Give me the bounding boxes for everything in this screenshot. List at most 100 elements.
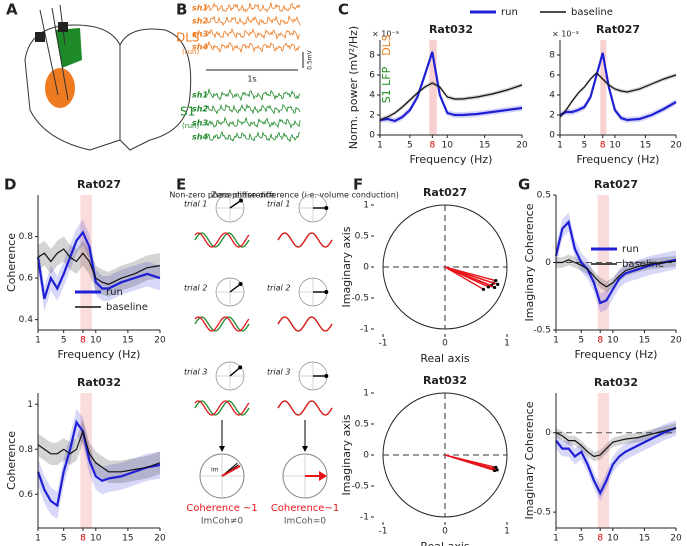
highlight-band xyxy=(597,393,610,528)
y-tick-label: 0.6 xyxy=(19,274,34,284)
e-left-note: ImCoh≠0 xyxy=(201,517,243,527)
sine-wave xyxy=(277,316,333,332)
arrow-head xyxy=(324,374,329,378)
x-tick-label: 10 xyxy=(609,141,621,151)
channel-label: sh3 xyxy=(192,30,208,39)
x-tick-label: -1 xyxy=(379,527,388,537)
series-line xyxy=(554,219,677,305)
y-tick-label: 0 xyxy=(363,263,369,273)
channel-label: sh2 xyxy=(192,17,208,26)
e-right-note: ImCoh=0 xyxy=(284,517,326,527)
series-line xyxy=(37,429,161,473)
x-tick-label: 15 xyxy=(639,534,650,544)
y-tick-label: 4 xyxy=(369,91,375,101)
y-tick-label: 8 xyxy=(549,51,555,61)
chart-title: Rat032 xyxy=(429,23,473,36)
e-im-label: Im xyxy=(211,467,219,474)
chart-title: Rat032 xyxy=(77,376,121,389)
x-axis-label: Frequency (Hz) xyxy=(410,153,493,166)
time-scale: 1s xyxy=(247,75,256,84)
y-tick-label: 6 xyxy=(369,71,375,81)
x-tick-label: 10 xyxy=(607,534,619,544)
dls-note: (run) xyxy=(182,48,199,56)
x-tick-label: -1 xyxy=(379,339,388,349)
channel-label: sh1 xyxy=(192,91,208,100)
e-right-result: Coherence~1 xyxy=(271,503,339,514)
y-tick-label: 1 xyxy=(363,201,369,211)
lfp-trace xyxy=(205,87,301,102)
y-axis-label: Imaginary Coherence xyxy=(523,203,536,321)
error-band xyxy=(556,254,676,293)
lfp-trace xyxy=(205,103,301,115)
chart-title: Rat027 xyxy=(596,23,640,36)
arrow-head xyxy=(238,365,243,370)
y-axis-label: Coherence xyxy=(5,233,18,292)
x-tick-label: 15 xyxy=(122,534,133,544)
x-tick-label: 8 xyxy=(597,336,603,346)
error-band xyxy=(556,423,676,462)
phase-vector xyxy=(444,266,484,290)
vector-tip xyxy=(494,465,498,469)
x-tick-label: 5 xyxy=(61,534,67,544)
sine-wave xyxy=(194,232,250,248)
chart-title: Rat032 xyxy=(423,374,467,387)
s1-note: (run) xyxy=(182,122,199,130)
series-line xyxy=(555,427,677,458)
y-tick-label: 2 xyxy=(369,111,375,121)
s1-label: S1 xyxy=(180,105,195,119)
panel-letter: C xyxy=(338,1,349,19)
mean-arrow-head xyxy=(319,471,327,481)
x-tick-label: 8 xyxy=(80,534,86,544)
highlight-band xyxy=(600,40,607,135)
highlight-band xyxy=(597,195,610,330)
series-line xyxy=(379,82,523,121)
y-tick-label: 0.5 xyxy=(537,191,551,201)
x-tick-label: 10 xyxy=(90,534,102,544)
lfp-trace xyxy=(205,1,301,13)
channel-label: sh4 xyxy=(192,43,208,52)
x-tick-label: 8 xyxy=(80,336,86,346)
vector-tip xyxy=(481,287,486,291)
x-axis-label: Frequency (Hz) xyxy=(577,153,660,166)
y-tick-label: 0.6 xyxy=(19,490,34,500)
chart-title: Rat027 xyxy=(594,178,638,191)
x-axis-label: Real axis xyxy=(420,540,470,546)
vector-tip xyxy=(495,468,499,472)
y-tick-label: 4 xyxy=(549,91,555,101)
phase-arrow xyxy=(229,366,241,377)
y-tick-label: 0 xyxy=(369,131,375,141)
x-tick-label: 1 xyxy=(35,336,41,346)
electrode xyxy=(51,7,69,101)
x-tick-label: 8 xyxy=(597,534,603,544)
series-line xyxy=(36,419,161,508)
x-tick-label: 20 xyxy=(670,534,682,544)
y-label-note: DLS xyxy=(380,34,393,56)
x-tick-label: 1 xyxy=(557,141,563,151)
lfp-trace xyxy=(205,40,301,54)
legend-label: baseline xyxy=(106,302,148,313)
x-tick-label: 20 xyxy=(670,336,682,346)
y-label-note: S1 LFP xyxy=(380,66,393,103)
trial-label: trial 2 xyxy=(267,284,290,293)
channel-label: sh3 xyxy=(192,119,208,128)
lfp-trace xyxy=(206,116,301,129)
y-tick-label: 0 xyxy=(363,451,369,461)
legend-label: run xyxy=(622,244,639,255)
electrode xyxy=(39,9,59,96)
error-band xyxy=(560,71,676,119)
amp-scale: 0.5mV xyxy=(307,49,314,69)
panel-letter: G xyxy=(518,176,530,194)
e-left-result: Coherence ~1 xyxy=(186,503,258,514)
error-band xyxy=(38,420,160,483)
lfp-trace xyxy=(205,14,301,27)
panel-letter: E xyxy=(176,176,186,194)
x-tick-label: 0 xyxy=(442,527,448,537)
s1-region xyxy=(55,28,82,68)
vector-tip xyxy=(486,285,490,289)
x-tick-label: 5 xyxy=(407,141,413,151)
y-tick-label: 0.5 xyxy=(355,420,369,430)
y-axis-label: Imaginary axis xyxy=(340,226,353,307)
x-tick-label: 8 xyxy=(600,141,606,151)
x-tick-label: 20 xyxy=(154,534,166,544)
y-tick-label: 0.8 xyxy=(19,232,34,242)
